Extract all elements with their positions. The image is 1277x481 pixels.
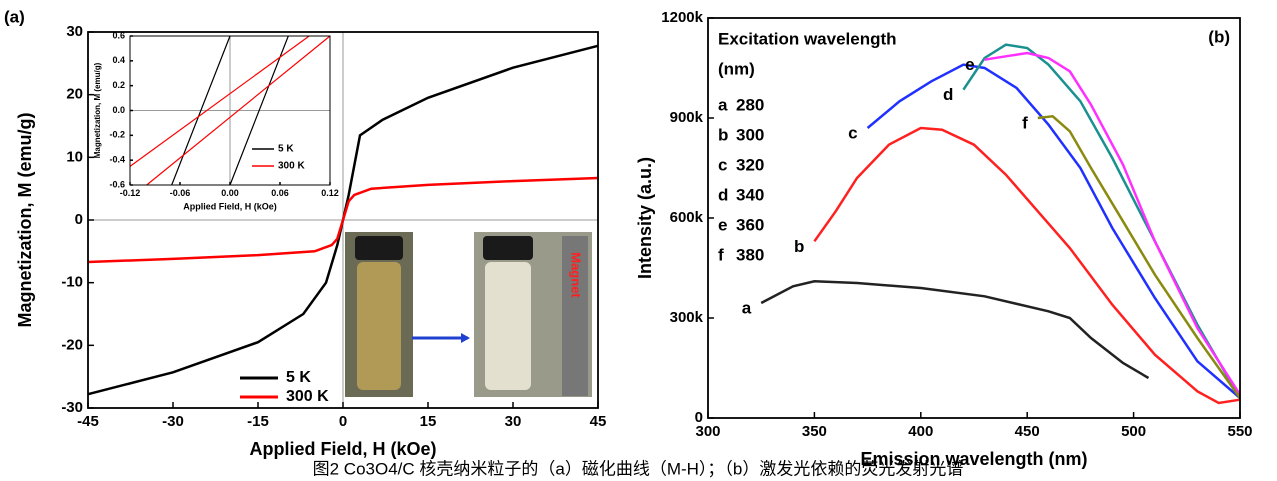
y-tick-label: 900k <box>670 109 704 126</box>
legend-name: a <box>718 95 728 114</box>
y-tick-label: -30 <box>61 399 83 416</box>
plot-frame <box>129 35 331 186</box>
x-tick-label: 550 <box>1227 423 1252 440</box>
y-tick-label: 0 <box>695 409 703 426</box>
legend-name: e <box>718 215 727 234</box>
legend-excitation: 300 <box>736 125 764 144</box>
x-tick-label: -0.06 <box>170 188 191 198</box>
vial-cap <box>355 236 403 260</box>
x-tick-label: 15 <box>420 413 437 430</box>
x-tick-label: 450 <box>1015 423 1040 440</box>
y-tick-label: -0.4 <box>109 155 125 165</box>
y-tick-label: 20 <box>66 86 83 103</box>
x-axis-title: Applied Field, H (kOe) <box>249 439 436 459</box>
panel-label: (b) <box>1208 27 1230 46</box>
legend-name: d <box>718 185 728 204</box>
legend-label: 300 K <box>278 161 305 172</box>
y-tick-label: -0.2 <box>109 130 125 140</box>
y-tick-label: -0.6 <box>109 179 125 189</box>
y-tick-label: 10 <box>66 148 83 165</box>
x-tick-label: -15 <box>247 413 269 430</box>
x-tick-label: 400 <box>908 423 933 440</box>
x-tick-label: 45 <box>590 413 607 430</box>
data-line <box>87 176 599 264</box>
y-tick-label: -20 <box>61 336 83 353</box>
plot-frame <box>87 31 599 409</box>
legend-name: b <box>718 125 728 144</box>
y-axis-title: Magnetization, M (emu/g) <box>93 62 102 158</box>
x-tick-label: 500 <box>1121 423 1146 440</box>
data-line <box>171 35 289 186</box>
y-tick-label: 0.0 <box>112 105 125 115</box>
x-tick-label: -45 <box>77 413 99 430</box>
data-line <box>129 35 331 186</box>
legend-excitation: 320 <box>736 155 764 174</box>
x-tick-label: 0 <box>339 413 347 430</box>
curve-label: e <box>965 55 974 74</box>
legend-name: c <box>718 155 727 174</box>
x-tick-label: 350 <box>802 423 827 440</box>
curve-label: f <box>1022 113 1028 132</box>
curve-label: a <box>742 298 752 317</box>
vial-cap <box>483 236 533 260</box>
legend-title: Excitation wavelength <box>718 29 897 48</box>
legend-unit: (nm) <box>718 59 755 78</box>
legend-name: f <box>718 245 724 264</box>
x-axis-title: Emission wavelength (nm) <box>860 449 1087 469</box>
legend-excitation: 280 <box>736 95 764 114</box>
legend-label: 5 K <box>278 144 294 155</box>
x-tick-label: 0.00 <box>221 188 239 198</box>
y-tick-label: -10 <box>61 274 83 291</box>
y-tick-label: 0.2 <box>112 80 125 90</box>
data-line <box>760 280 1150 380</box>
data-line <box>1037 114 1242 399</box>
photos <box>345 232 592 397</box>
legend-label: 300 K <box>286 388 329 405</box>
y-tick-label: 0 <box>75 211 83 228</box>
caption: 图2 Co3O4/C 核壳纳米粒子的（a）磁化曲线（M-H）；（b）激发光依赖的… <box>313 459 964 478</box>
y-tick-label: 1200k <box>661 9 703 26</box>
y-tick-label: 600k <box>670 209 704 226</box>
data-line <box>813 126 1241 405</box>
x-axis-title: Applied Field, H (kOe) <box>183 201 277 211</box>
y-axis-title: Magnetization, M (emu/g) <box>15 113 35 328</box>
data-line <box>866 63 1241 399</box>
y-tick-label: 30 <box>66 23 83 40</box>
annotation: Magnet <box>569 252 584 298</box>
curve-label: c <box>848 123 857 142</box>
legend-excitation: 360 <box>736 215 764 234</box>
annotation: 2 min <box>423 313 460 329</box>
x-tick-label: -30 <box>162 413 184 430</box>
x-tick-label: 300 <box>695 423 720 440</box>
y-axis-title: Intensity (a.u.) <box>635 157 655 279</box>
y-tick-label: 0.4 <box>112 55 125 65</box>
legend-excitation: 340 <box>736 185 764 204</box>
magnet <box>562 236 588 396</box>
panel-label: (a) <box>4 7 25 26</box>
plot-frame <box>707 17 1241 419</box>
y-tick-label: 0.6 <box>112 30 125 40</box>
y-tick-label: 300k <box>670 309 704 326</box>
vial-liquid <box>357 262 401 390</box>
data-line <box>984 51 1242 396</box>
x-tick-label: -0.12 <box>120 188 141 198</box>
curve-label: b <box>794 237 804 256</box>
arrow-head <box>461 333 470 343</box>
x-tick-label: 0.06 <box>271 188 289 198</box>
vial-liquid <box>485 262 531 390</box>
x-tick-label: 30 <box>505 413 522 430</box>
legend-excitation: 380 <box>736 245 764 264</box>
legend-label: 5 K <box>286 369 311 386</box>
x-tick-label: 0.12 <box>321 188 339 198</box>
curve-label: d <box>943 85 953 104</box>
